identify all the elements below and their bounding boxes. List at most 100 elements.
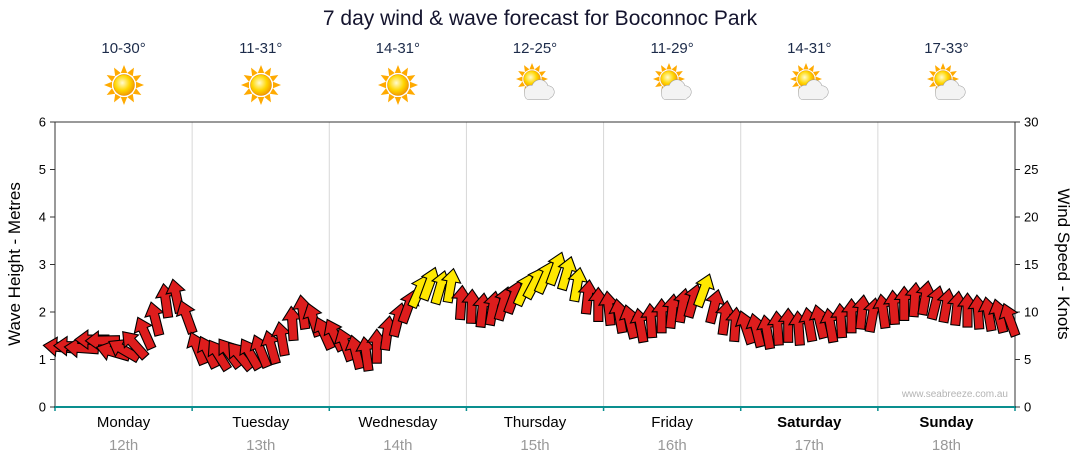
wind-arrow bbox=[84, 329, 121, 352]
partly-cloudy-icon bbox=[515, 63, 555, 100]
wind-arrow bbox=[926, 285, 948, 321]
page-title: 7 day wind & wave forecast for Boconnoc … bbox=[322, 7, 758, 30]
wind-axis-tick-label: 20 bbox=[1024, 210, 1038, 225]
day-name: Sunday bbox=[919, 414, 974, 431]
day-date: 15th bbox=[520, 437, 550, 454]
day-headers-row: 10-30° 11-31° 14-31° 12-25° 11-29° 14-31° 17-3… bbox=[55, 40, 1015, 108]
wind-axis-tick-label: 5 bbox=[1024, 352, 1031, 367]
wind-axis-tick-label: 30 bbox=[1024, 115, 1038, 130]
wind-arrow bbox=[450, 284, 472, 321]
wind-arrow bbox=[597, 290, 619, 327]
day-date: 12th bbox=[108, 437, 139, 454]
day-date: 13th bbox=[246, 437, 276, 454]
day-name: Wednesday bbox=[358, 414, 438, 431]
weather-icon-wrap bbox=[512, 62, 558, 108]
day-header: 12-25° bbox=[466, 40, 603, 108]
wind-arrow bbox=[545, 251, 568, 287]
wave-axis-tick-label: 6 bbox=[39, 115, 46, 130]
day-name: Tuesday bbox=[232, 414, 290, 431]
day-label: Thursday 15th bbox=[466, 414, 603, 454]
wind-arrow bbox=[998, 302, 1021, 338]
wind-arrow bbox=[693, 273, 715, 309]
wind-arrow bbox=[175, 299, 198, 336]
wind-arrow bbox=[418, 266, 441, 302]
weather-icon-wrap bbox=[923, 62, 969, 108]
partly-cloudy-icon bbox=[927, 63, 966, 100]
temperature-range: 17-33° bbox=[924, 40, 969, 57]
wind-arrow bbox=[851, 294, 873, 330]
temperature-range: 14-31° bbox=[375, 40, 421, 57]
sunny-icon bbox=[240, 65, 281, 105]
day-label: Wednesday 14th bbox=[329, 414, 466, 454]
day-date: 14th bbox=[383, 437, 413, 454]
day-header: 17-33° bbox=[878, 40, 1015, 108]
wind-arrow bbox=[587, 286, 609, 322]
day-label: Monday 12th bbox=[55, 414, 192, 454]
day-date: 17th bbox=[794, 437, 824, 454]
temperature-range: 10-30° bbox=[101, 40, 146, 57]
wind-arrow bbox=[133, 316, 157, 351]
wave-axis-tick-label: 1 bbox=[39, 352, 46, 367]
wind-axis-tick-label: 10 bbox=[1024, 305, 1038, 320]
day-header: 11-29° bbox=[604, 40, 741, 108]
day-name: Thursday bbox=[503, 414, 567, 431]
wind-arrow bbox=[672, 287, 694, 324]
wind-arrow bbox=[291, 294, 313, 331]
partly-cloudy-icon bbox=[653, 63, 692, 100]
wind-arrow bbox=[704, 288, 726, 325]
day-date: 18th bbox=[931, 437, 962, 454]
wind-arrow bbox=[281, 305, 303, 342]
wind-axis-tick-label: 15 bbox=[1024, 257, 1038, 272]
day-label: Tuesday 13th bbox=[192, 414, 329, 454]
wind-arrow bbox=[714, 299, 736, 336]
wave-axis-tick-label: 0 bbox=[39, 400, 46, 415]
day-name: Monday bbox=[96, 414, 151, 431]
wind-arrow bbox=[440, 267, 462, 304]
day-date: 16th bbox=[657, 437, 687, 454]
weather-icon-wrap bbox=[375, 62, 421, 108]
wind-arrow bbox=[122, 330, 150, 361]
day-header: 11-31° bbox=[192, 40, 329, 108]
wind-arrow bbox=[556, 255, 578, 292]
wind-arrow bbox=[461, 288, 483, 325]
weather-icon-wrap bbox=[238, 62, 284, 108]
day-label: Saturday 17th bbox=[741, 414, 878, 454]
wind-arrow bbox=[567, 266, 589, 303]
wind-arrow bbox=[915, 280, 937, 316]
wind-arrow bbox=[482, 290, 504, 327]
wind-arrow bbox=[270, 320, 292, 357]
day-labels-row: Monday 12th Tuesday 13th Wednesday 14th Thursd… bbox=[55, 414, 1015, 454]
wind-arrow bbox=[608, 298, 630, 334]
sunny-icon bbox=[103, 65, 144, 105]
wave-axis-tick-label: 3 bbox=[39, 257, 46, 272]
weather-icon-wrap bbox=[101, 62, 147, 108]
temperature-range: 11-29° bbox=[650, 40, 694, 57]
day-label: Friday 16th bbox=[604, 414, 741, 454]
partly-cloudy-icon bbox=[790, 63, 829, 100]
weather-icon-wrap bbox=[786, 62, 832, 108]
wave-axis-tick-label: 4 bbox=[39, 210, 46, 225]
sunny-icon bbox=[377, 65, 418, 105]
temperature-range: 11-31° bbox=[239, 40, 283, 57]
temperature-range: 14-31° bbox=[787, 40, 832, 57]
wind-arrow bbox=[661, 293, 683, 330]
day-label: Sunday 18th bbox=[878, 414, 1015, 454]
day-name: Saturday bbox=[777, 414, 842, 431]
wind-axis-tick-label: 0 bbox=[1024, 400, 1031, 415]
temperature-range: 12-25° bbox=[512, 40, 558, 57]
day-header: 14-31° bbox=[329, 40, 466, 108]
weather-icon-wrap bbox=[649, 62, 695, 108]
wave-axis-tick-label: 5 bbox=[39, 162, 46, 177]
wind-arrow bbox=[207, 339, 233, 373]
wind-arrow bbox=[144, 301, 165, 337]
day-header: 14-31° bbox=[741, 40, 878, 108]
wave-axis-tick-label: 2 bbox=[39, 305, 46, 320]
wind-axis-tick-label: 25 bbox=[1024, 162, 1038, 177]
day-name: Friday bbox=[651, 414, 693, 431]
wind-arrow bbox=[577, 278, 599, 315]
wind-arrow bbox=[936, 287, 958, 324]
day-header: 10-30° bbox=[55, 40, 192, 108]
watermark: www.seabreeze.com.au bbox=[901, 389, 1008, 400]
